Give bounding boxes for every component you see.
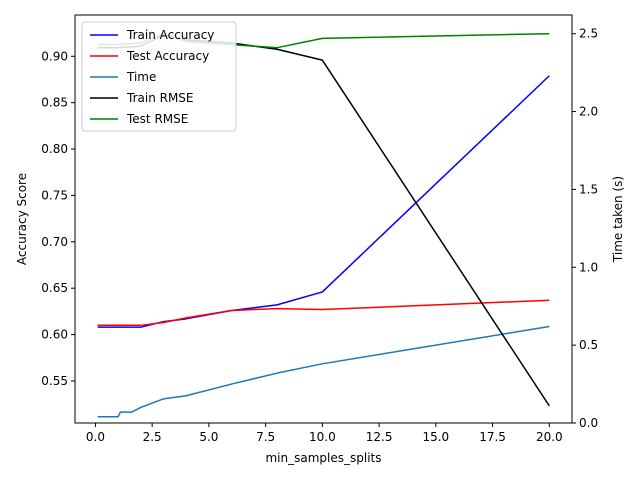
left-y-tick-label: 0.55 <box>41 374 68 388</box>
left-y-axis-ticks: 0.55 0.60 0.65 0.70 0.75 0.80 0.85 0.90 <box>41 49 75 388</box>
legend-label-train-rmse: Train RMSE <box>126 91 194 105</box>
x-tick-label: 0.0 <box>86 430 105 444</box>
legend-box <box>81 21 237 132</box>
legend-label-test-accuracy: Test Accuracy <box>126 49 209 63</box>
x-tick-label: 20.0 <box>536 430 563 444</box>
left-y-tick-label: 0.60 <box>41 328 68 342</box>
right-y-tick-label: 1.5 <box>579 182 598 196</box>
axes-frame <box>74 14 573 424</box>
right-y-tick-label: 1.0 <box>579 260 598 274</box>
right-y-tick-label: 2.0 <box>579 105 598 119</box>
x-axis-ticks: 0.0 2.5 5.0 7.5 10.0 12.5 15.0 17.5 20.0 <box>86 423 563 444</box>
x-tick-label: 17.5 <box>479 430 506 444</box>
legend-label-test-rmse: Test RMSE <box>126 112 188 126</box>
left-y-tick-label: 0.85 <box>41 96 68 110</box>
legend-label-train-accuracy: Train Accuracy <box>126 28 214 42</box>
right-y-axis-label: Time taken (s) <box>611 176 625 263</box>
left-y-tick-label: 0.65 <box>41 281 68 295</box>
left-y-tick-label: 0.80 <box>41 142 68 156</box>
right-y-tick-label: 0.0 <box>579 416 598 430</box>
series-line-time <box>97 325 550 418</box>
right-y-tick-label: 0.5 <box>579 338 598 352</box>
x-tick-label: 7.5 <box>256 430 275 444</box>
x-tick-label: 15.0 <box>422 430 449 444</box>
right-y-tick-label: 2.5 <box>579 27 598 41</box>
x-tick-label: 12.5 <box>366 430 393 444</box>
series-line-test-accuracy <box>97 299 550 327</box>
x-tick-label: 10.0 <box>309 430 336 444</box>
left-y-axis-label: Accuracy Score <box>15 173 29 265</box>
left-y-tick-label: 0.75 <box>41 188 68 202</box>
x-tick-label: 2.5 <box>143 430 162 444</box>
left-y-tick-label: 0.70 <box>41 235 68 249</box>
right-y-axis-ticks: 0.0 0.5 1.0 1.5 2.0 2.5 <box>572 27 598 430</box>
x-axis-label: min_samples_splits <box>265 451 381 465</box>
legend: Train Accuracy Test Accuracy Time Train RMS… <box>81 21 237 132</box>
left-y-tick-label: 0.90 <box>41 49 68 63</box>
legend-label-time: Time <box>126 70 156 84</box>
x-tick-label: 5.0 <box>199 430 218 444</box>
